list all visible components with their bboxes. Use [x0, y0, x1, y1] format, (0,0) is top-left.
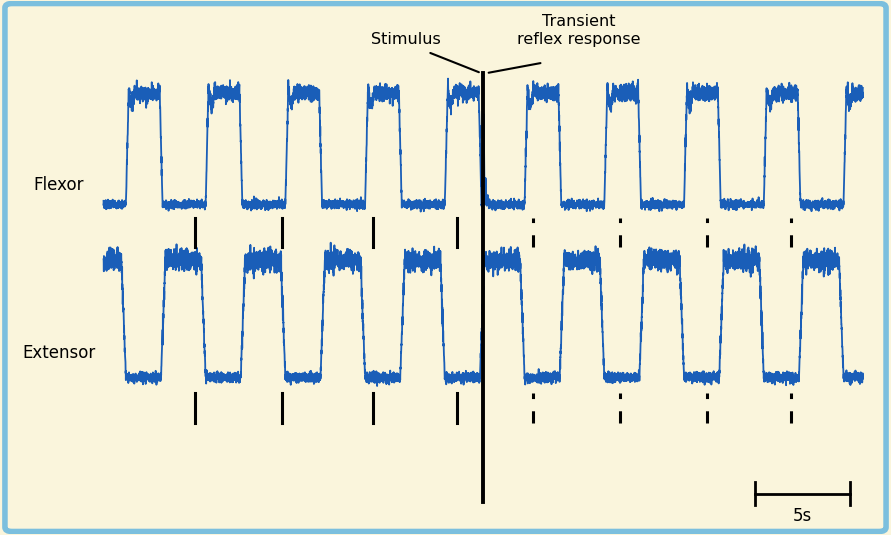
Text: Stimulus: Stimulus [371, 32, 440, 47]
FancyBboxPatch shape [5, 4, 886, 531]
Text: Flexor: Flexor [34, 176, 85, 194]
Text: Extensor: Extensor [22, 343, 95, 362]
Text: Transient
reflex response: Transient reflex response [517, 14, 641, 47]
Text: 5s: 5s [793, 507, 812, 525]
